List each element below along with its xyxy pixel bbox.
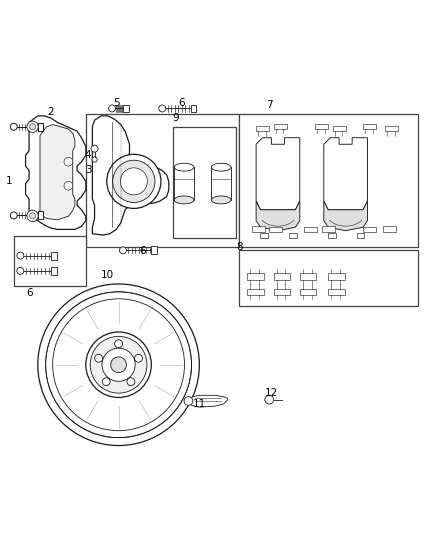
Bar [274, 289, 290, 295]
Circle shape [120, 247, 127, 254]
Ellipse shape [174, 196, 194, 204]
Bar [300, 273, 316, 280]
Text: 3: 3 [85, 165, 92, 175]
Bar [269, 227, 283, 232]
Text: 6: 6 [26, 288, 32, 298]
Bar [300, 289, 316, 295]
Circle shape [102, 378, 110, 385]
Bar [256, 126, 269, 131]
Bar [363, 124, 376, 129]
Circle shape [64, 181, 73, 190]
Circle shape [29, 124, 35, 130]
Bar [357, 233, 364, 238]
Polygon shape [324, 138, 367, 210]
Bar [247, 273, 264, 280]
Bar [274, 124, 287, 129]
Bar [51, 252, 57, 260]
Circle shape [86, 332, 151, 398]
Ellipse shape [212, 163, 231, 171]
Circle shape [27, 210, 38, 222]
Bar [123, 104, 129, 112]
Circle shape [46, 292, 191, 438]
Text: 11: 11 [193, 399, 206, 409]
Bar [289, 233, 297, 238]
Polygon shape [256, 201, 300, 231]
Polygon shape [25, 116, 86, 229]
Polygon shape [40, 125, 75, 220]
Bar [332, 126, 346, 131]
Bar [328, 233, 336, 238]
Circle shape [17, 268, 24, 274]
Polygon shape [188, 395, 228, 407]
Bar [38, 212, 43, 220]
Circle shape [11, 212, 17, 219]
Bar [274, 273, 290, 280]
Bar [239, 251, 418, 306]
Text: 6: 6 [179, 98, 185, 108]
Circle shape [17, 252, 24, 259]
Circle shape [115, 340, 123, 348]
Ellipse shape [212, 196, 231, 204]
Polygon shape [256, 138, 300, 210]
Text: 5: 5 [113, 98, 120, 108]
Bar [363, 227, 376, 232]
Text: 7: 7 [266, 100, 272, 110]
Circle shape [27, 121, 38, 133]
Circle shape [127, 378, 135, 385]
Text: 12: 12 [265, 388, 278, 398]
Bar [328, 273, 345, 280]
Circle shape [111, 357, 127, 373]
Circle shape [64, 157, 73, 166]
Circle shape [120, 168, 148, 195]
Bar [383, 227, 396, 231]
Circle shape [95, 354, 102, 362]
Circle shape [29, 213, 35, 219]
Bar [14, 236, 86, 286]
Text: 10: 10 [101, 270, 114, 280]
Circle shape [113, 160, 155, 203]
Bar [315, 124, 328, 129]
Bar [261, 233, 268, 238]
Circle shape [159, 105, 166, 112]
Bar [86, 114, 239, 247]
Text: 9: 9 [172, 113, 179, 123]
Bar [304, 227, 317, 232]
Bar [239, 114, 418, 247]
Circle shape [102, 348, 135, 381]
Polygon shape [92, 116, 169, 235]
Circle shape [92, 157, 97, 162]
Bar [151, 246, 157, 254]
Circle shape [107, 154, 161, 208]
Bar [173, 127, 237, 238]
Bar [191, 104, 196, 112]
Bar [174, 167, 194, 200]
Circle shape [90, 336, 147, 393]
Circle shape [265, 395, 274, 404]
Circle shape [11, 123, 17, 130]
Circle shape [109, 105, 116, 112]
Bar [385, 126, 398, 131]
Text: 8: 8 [237, 242, 243, 252]
Bar [51, 267, 57, 275]
Bar [252, 227, 265, 231]
Circle shape [91, 145, 98, 152]
Circle shape [134, 354, 142, 362]
Text: 1: 1 [6, 176, 13, 187]
Bar [247, 289, 264, 295]
Bar [328, 289, 345, 295]
Bar [38, 123, 43, 131]
Ellipse shape [174, 163, 194, 171]
Polygon shape [324, 201, 367, 231]
Text: 4: 4 [85, 150, 92, 160]
Text: 2: 2 [48, 107, 54, 117]
Bar [212, 167, 231, 200]
Bar [321, 227, 335, 231]
Text: 6: 6 [139, 246, 146, 256]
Circle shape [184, 397, 193, 405]
